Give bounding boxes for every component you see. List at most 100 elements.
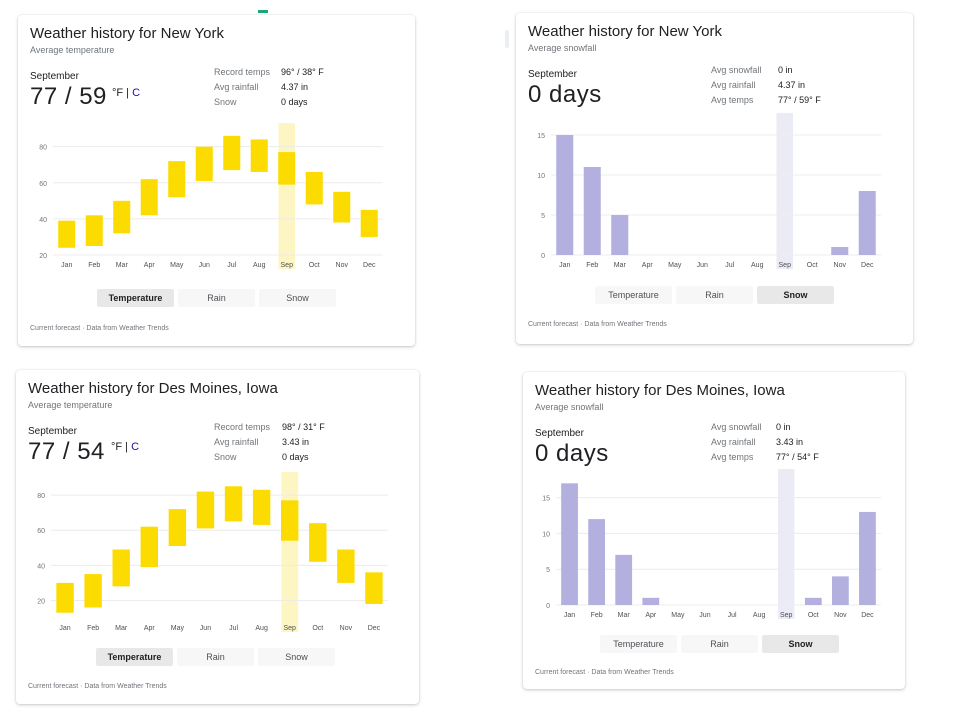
x-tick-label: Jun — [200, 625, 211, 632]
weather-card-desmoines-snowfall: Weather history for Des Moines, Iowa Ave… — [523, 372, 905, 689]
temperature-bar — [250, 139, 268, 172]
x-tick-label: Sep — [780, 612, 793, 619]
stat-label: Snow — [214, 97, 237, 107]
tab-temperature[interactable]: Temperature — [97, 289, 174, 307]
temperature-bar — [365, 572, 383, 604]
temperature-bar — [56, 582, 74, 613]
tab-rain[interactable]: Rain — [177, 648, 254, 666]
x-tick-label: Feb — [586, 262, 598, 269]
stat-row: Avg snowfall 0 in — [711, 65, 821, 80]
stat-row: Avg rainfall 3.43 in — [711, 437, 819, 452]
temperature-chart: 20 40 60 80 Jan Feb Mar Apr May Jun Jul Aug Sep Oct No… — [39, 123, 383, 269]
y-tick-label: 5 — [546, 567, 550, 574]
x-tick-label: Dec — [861, 612, 874, 619]
x-tick-label: Jul — [227, 262, 236, 269]
temperature-bar — [278, 152, 296, 185]
temperature-value: 77 / 54 — [28, 438, 105, 465]
card-title: Weather history for New York — [528, 23, 722, 40]
snowfall-bar — [561, 483, 578, 605]
tab-rain[interactable]: Rain — [676, 286, 753, 304]
stat-row: Snow 0 days — [214, 97, 324, 112]
snowfall-bar — [804, 597, 822, 605]
x-tick-label: May — [170, 262, 184, 269]
card-subtitle: Average temperature — [28, 400, 113, 410]
x-tick-label: May — [171, 625, 185, 632]
selected-month: September — [30, 71, 79, 82]
x-tick-label: Jul — [229, 625, 238, 632]
x-tick-label: Sep — [281, 262, 294, 269]
card-subtitle: Average snowfall — [535, 402, 604, 412]
snowfall-bar — [859, 511, 876, 605]
stat-value: 4.37 in — [778, 80, 806, 90]
stat-row: Avg temps 77° / 59° F — [711, 95, 821, 110]
unit-fahrenheit[interactable]: °F — [112, 87, 124, 99]
y-tick-label: 20 — [39, 253, 47, 260]
data-source-footer: Current forecast · Data from Weather Tre… — [528, 321, 667, 328]
stat-row: Avg rainfall 3.43 in — [214, 437, 325, 452]
x-tick-label: May — [668, 262, 682, 269]
temperature-bar — [196, 491, 215, 529]
stats-list: Avg snowfall 0 in Avg rainfall 4.37 in Avg… — [711, 65, 821, 110]
x-tick-label: Feb — [88, 262, 100, 269]
selected-month: September — [535, 428, 584, 439]
tab-snow[interactable]: Snow — [757, 286, 834, 304]
x-tick-label: Sep — [283, 625, 296, 632]
stat-value: 77° / 54° F — [776, 452, 819, 462]
temperature-bar — [58, 220, 76, 248]
snowfall-bar — [615, 554, 633, 605]
x-tick-label: Nov — [340, 625, 353, 632]
x-tick-label: Feb — [591, 612, 603, 619]
tab-bar: Temperature Rain Snow — [600, 635, 839, 653]
tab-snow[interactable]: Snow — [258, 648, 335, 666]
unit-celsius[interactable]: C — [131, 441, 140, 453]
x-tick-label: Nov — [336, 262, 349, 269]
temperature-bar — [195, 146, 213, 181]
stat-value: 0 in — [776, 422, 791, 432]
x-tick-label: Feb — [87, 625, 99, 632]
y-tick-label: 60 — [37, 528, 45, 535]
x-tick-label: Dec — [861, 262, 874, 269]
tab-rain[interactable]: Rain — [681, 635, 758, 653]
stat-value: 0 days — [282, 452, 309, 462]
data-source-footer: Current forecast · Data from Weather Tre… — [28, 683, 167, 690]
weather-card-desmoines-temperature: Weather history for Des Moines, Iowa Ave… — [16, 370, 419, 704]
selected-month: September — [28, 426, 77, 437]
stat-label: Avg rainfall — [214, 437, 259, 447]
temperature-bar — [333, 191, 351, 223]
unit-separator: | — [122, 441, 132, 453]
tab-temperature[interactable]: Temperature — [600, 635, 677, 653]
stat-label: Avg temps — [711, 95, 754, 105]
y-tick-label: 40 — [39, 217, 47, 224]
selected-month: September — [528, 69, 577, 80]
stat-label: Avg temps — [711, 452, 754, 462]
tab-rain[interactable]: Rain — [178, 289, 255, 307]
tab-temperature[interactable]: Temperature — [595, 286, 672, 304]
temperature-bar — [85, 215, 103, 246]
temperature-bar — [113, 200, 131, 234]
unit-toggle: °F | C — [111, 441, 139, 453]
stat-value: 98° / 31° F — [282, 422, 325, 432]
unit-celsius[interactable]: C — [132, 87, 141, 99]
x-tick-label: Aug — [753, 612, 766, 619]
y-tick-label: 5 — [541, 213, 545, 220]
stat-row: Record temps 96° / 38° F — [214, 67, 324, 82]
snowfall-bar — [642, 597, 660, 605]
x-tick-label: Apr — [645, 612, 657, 619]
selected-month-highlight — [281, 472, 299, 632]
x-tick-label: Jul — [725, 262, 734, 269]
tab-snow[interactable]: Snow — [762, 635, 839, 653]
y-tick-label: 80 — [37, 493, 45, 500]
stat-value: 77° / 59° F — [778, 95, 821, 105]
stat-value: 3.43 in — [282, 437, 310, 447]
x-tick-label: Jan — [61, 262, 72, 269]
tab-temperature[interactable]: Temperature — [96, 648, 173, 666]
x-tick-label: Jan — [559, 262, 570, 269]
x-tick-label: Oct — [309, 262, 320, 269]
unit-fahrenheit[interactable]: °F — [111, 441, 123, 453]
x-tick-label: Jan — [59, 625, 70, 632]
stats-list: Record temps 98° / 31° F Avg rainfall 3.43… — [214, 422, 325, 467]
stat-label: Snow — [214, 452, 237, 462]
tab-snow[interactable]: Snow — [259, 289, 336, 307]
stat-value: 0 in — [778, 65, 793, 75]
stat-label: Record temps — [214, 67, 271, 77]
